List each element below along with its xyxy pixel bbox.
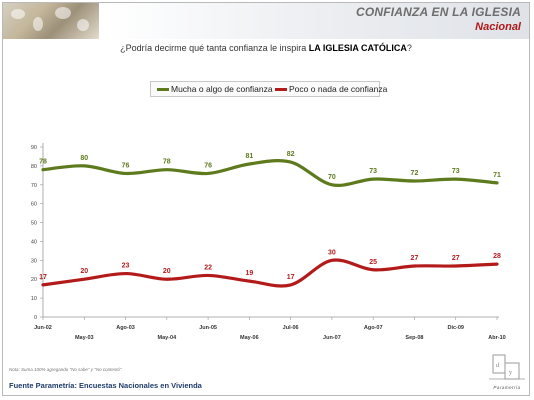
x-tick-label: May-03	[75, 335, 94, 341]
survey-question: ¿Podría decirme qué tanta confianza le i…	[3, 43, 529, 53]
data-label-mucha: 81	[245, 153, 253, 160]
header-banner: CONFIANZA EN LA IGLESIA Nacional	[3, 3, 529, 39]
logo-mark: ıl y	[489, 354, 525, 380]
series-line-mucha	[41, 159, 499, 187]
series-line-poco	[41, 258, 499, 288]
legend-swatch-red	[275, 88, 287, 92]
x-tick-label: Jun-05	[199, 325, 217, 331]
data-label-mucha: 72	[411, 170, 419, 177]
y-tick-label: 50	[31, 221, 37, 227]
data-label-mucha: 73	[369, 168, 377, 175]
chart-legend: Mucha o algo de confianza Poco o nada de…	[150, 81, 387, 97]
line-chart: 0 10 20 30 40 50 60 70 80 90 Jun-02 May-03 Ago-03 May…	[31, 143, 506, 341]
legend-label-poco: Poco o nada de confianza	[289, 84, 388, 94]
data-label-mucha: 80	[80, 155, 88, 162]
x-tick-label: Abr-10	[488, 335, 505, 341]
data-label-poco: 17	[39, 274, 47, 281]
y-tick-label: 30	[31, 258, 37, 264]
slide: CONFIANZA EN LA IGLESIA Nacional ¿Podría…	[2, 2, 530, 396]
data-label-mucha: 78	[163, 159, 171, 166]
data-label-mucha: 70	[328, 174, 336, 181]
banner-photo	[3, 3, 99, 39]
banner-subtitle: Nacional	[475, 21, 521, 33]
x-tick-label: Jul-06	[283, 325, 299, 331]
data-label-mucha: 78	[39, 159, 47, 166]
y-tick-label: 80	[31, 164, 37, 170]
x-tick-label: May-04	[157, 335, 177, 341]
question-suffix: ?	[406, 43, 412, 53]
y-tick-label: 20	[31, 277, 37, 283]
data-label-poco: 17	[287, 274, 295, 281]
source-footer: Fuente Parametría: Encuestas Nacionales …	[9, 381, 202, 390]
x-tick-label: May-06	[240, 335, 259, 341]
logo-text: Parametría	[493, 385, 521, 390]
y-tick-label: 60	[31, 202, 37, 208]
question-prefix: ¿Podría decirme qué tanta confianza le i…	[120, 43, 309, 53]
legend-swatch-green	[157, 88, 169, 92]
y-tick-label: 90	[31, 145, 37, 151]
data-label-mucha: 73	[452, 168, 460, 175]
data-label-poco: 27	[452, 255, 460, 262]
y-tick-label: 40	[31, 239, 37, 245]
footnote: Nota: Suma 100% agregando "No sabe" y "N…	[9, 367, 123, 372]
legend-label-mucha: Mucha o algo de confianza	[171, 84, 273, 94]
svg-text:ıl: ıl	[496, 363, 500, 369]
data-label-poco: 27	[411, 255, 419, 262]
legend-item-poco: Poco o nada de confianza	[275, 84, 387, 94]
x-tick-label: Sep-08	[405, 335, 423, 341]
parametria-logo: ıl y Parametría	[487, 353, 527, 393]
x-tick-label: Jun-07	[323, 335, 341, 341]
data-label-poco: 22	[204, 264, 212, 271]
x-tick-label: Ago-03	[116, 325, 135, 331]
x-tick-label: Jun-02	[34, 325, 52, 331]
x-tick-label: Dic-09	[447, 325, 464, 331]
banner-title: CONFIANZA EN LA IGLESIA	[355, 5, 521, 19]
data-label-mucha: 76	[204, 162, 212, 169]
data-label-poco: 19	[245, 270, 253, 277]
data-label-poco: 20	[163, 268, 171, 275]
data-label-mucha: 71	[493, 172, 501, 179]
data-label-mucha: 82	[287, 151, 295, 158]
y-tick-label: 10	[31, 296, 37, 302]
data-label-mucha: 76	[122, 162, 130, 169]
x-tick-label: Ago-07	[364, 325, 383, 331]
question-emphasis: LA IGLESIA CATÓLICA	[308, 43, 407, 53]
data-label-poco: 20	[80, 268, 88, 275]
data-label-poco: 23	[122, 263, 130, 270]
data-label-poco: 30	[328, 249, 336, 256]
y-tick-label: 70	[31, 183, 37, 189]
legend-item-mucha: Mucha o algo de confianza	[157, 84, 273, 94]
svg-text:y: y	[509, 370, 512, 376]
data-label-poco: 28	[493, 253, 501, 260]
y-tick-label: 0	[34, 315, 37, 321]
data-label-poco: 25	[369, 259, 377, 266]
